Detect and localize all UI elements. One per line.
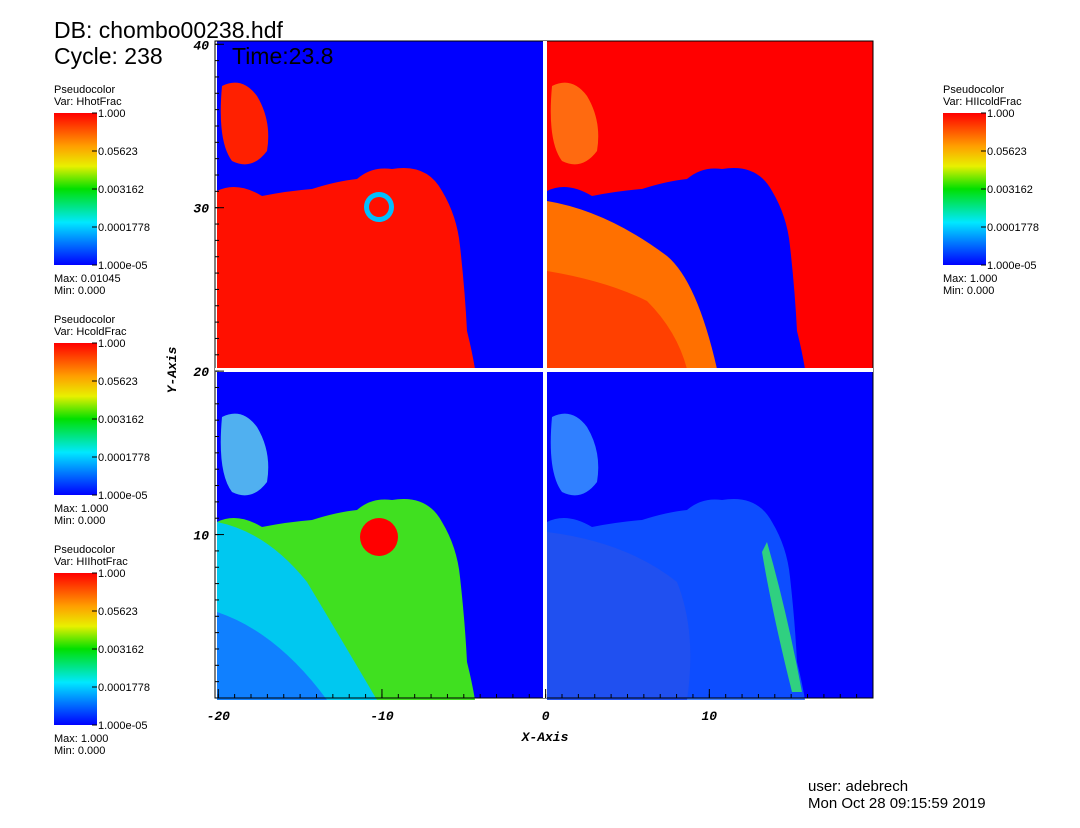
colorbar-label: 0.0001778 [98,682,150,694]
colorbar-label: 0.0001778 [98,452,150,464]
db-title: DB: chombo00238.hdf [54,17,283,43]
legend-var: Var: HcoldFrac [54,326,127,338]
legend-min: Min: 0.000 [54,515,105,527]
legend-var: Var: HhotFrac [54,96,122,108]
colorbar-label: 1.000 [98,108,126,120]
colorbar-label: 1.000e-05 [987,260,1037,272]
y-axis-title: Y-Axis [165,346,180,393]
colorbar-label: 1.000 [987,108,1015,120]
colorbar-label: 0.05623 [98,376,138,388]
colorbar-label: 0.003162 [987,184,1033,196]
colorbar-label: 0.05623 [98,606,138,618]
x-axis-title: X-Axis [521,730,569,745]
y-tick-label: 40 [193,38,209,53]
x-tick-label: 10 [702,709,718,724]
cycle: Cycle: 238 [54,43,163,69]
colorbar-label: 0.05623 [987,146,1027,158]
colorbar [54,343,97,495]
colorbar-label: 1.000 [98,568,126,580]
x-tick-label: -10 [370,709,394,724]
colorbar-label: 0.0001778 [987,222,1039,234]
legend-var: Var: HIIhotFrac [54,556,128,568]
legend-var: Var: HIIcoldFrac [943,96,1022,108]
colorbar [943,113,986,265]
colorbar-label: 1.000e-05 [98,260,148,272]
y-tick-label: 10 [193,529,209,544]
panel-hhot [217,41,545,370]
y-tick-label: 30 [193,202,209,217]
legend-min: Min: 0.000 [54,285,105,297]
panel-hiihot [547,372,873,700]
colorbar-label: 0.0001778 [98,222,150,234]
plot-panels [214,40,874,700]
colorbar-label: 0.003162 [98,644,144,656]
x-tick-label: 0 [542,709,550,724]
legend-max: Max: 1.000 [54,733,108,745]
time: Time:23.8 [232,43,333,69]
legend-max: Max: 0.01045 [54,273,121,285]
colorbar-label: 1.000e-05 [98,720,148,732]
legend-min: Min: 0.000 [54,745,105,757]
legend-title: Pseudocolor [943,84,1004,96]
colorbar [54,113,97,265]
date: Mon Oct 28 09:15:59 2019 [808,795,986,812]
legend-min: Min: 0.000 [943,285,994,297]
colorbar-label: 0.05623 [98,146,138,158]
x-tick-label: -20 [207,709,231,724]
legend-max: Max: 1.000 [943,273,997,285]
colorbar-label: 1.000e-05 [98,490,148,502]
colorbar [54,573,97,725]
colorbar-label: 0.003162 [98,184,144,196]
colorbar-label: 1.000 [98,338,126,350]
y-tick-label: 20 [193,365,209,380]
colorbar-label: 0.003162 [98,414,144,426]
user: user: adebrech [808,778,908,795]
legend-max: Max: 1.000 [54,503,108,515]
legend-title: Pseudocolor [54,544,115,556]
legend-title: Pseudocolor [54,84,115,96]
legend-title: Pseudocolor [54,314,115,326]
panel-hiicold [547,41,873,370]
panel-hcold [217,372,545,700]
